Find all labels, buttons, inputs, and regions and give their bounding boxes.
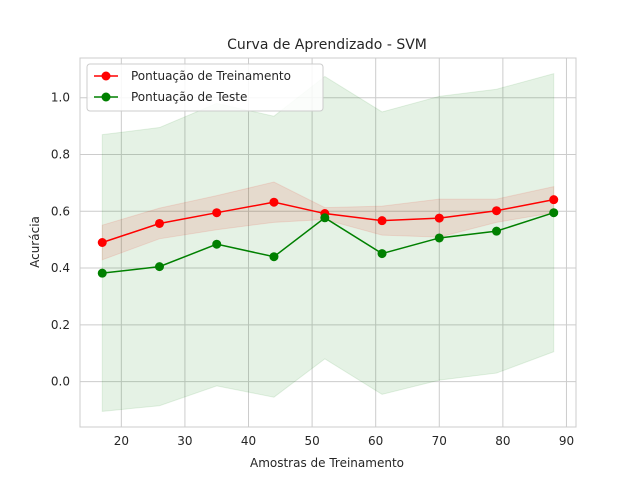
legend: Pontuação de Treinamento Pontuação de Tes… [86, 63, 324, 112]
band-series-1 [101, 72, 555, 412]
point-series-0 [549, 195, 559, 205]
y-tick-labels: 0.0 0.2 0.4 0.6 0.8 1.0 [51, 91, 70, 389]
legend-box [86, 63, 324, 112]
point-series-1 [549, 208, 559, 218]
x-axis-label: Amostras de Treinamento [250, 456, 404, 470]
point-series-0 [97, 238, 107, 247]
point-series-1 [269, 252, 279, 262]
chart-title: Curva de Aprendizado - SVM [227, 37, 427, 53]
x-tick-label: 30 [177, 434, 192, 448]
x-tick-label: 80 [495, 434, 510, 448]
point-series-0 [154, 218, 164, 228]
point-series-0 [212, 208, 222, 218]
y-tick-label: 1.0 [51, 91, 70, 105]
y-tick-label: 0.6 [51, 204, 70, 218]
point-series-1 [492, 226, 502, 236]
x-tick-label: 40 [241, 434, 256, 448]
x-tick-label: 20 [114, 434, 129, 448]
point-series-1 [212, 239, 222, 249]
point-series-1 [97, 268, 107, 278]
x-tick-label: 60 [368, 434, 383, 448]
point-series-0 [492, 206, 502, 216]
y-tick-label: 0.2 [51, 318, 70, 332]
y-tick-label: 0.0 [51, 375, 70, 389]
point-series-0 [269, 197, 279, 207]
plot-frame [79, 57, 577, 428]
y-axis-label: Acurácia [28, 216, 42, 268]
x-tick-label: 50 [304, 434, 319, 448]
x-tick-labels: 20 30 40 50 60 70 80 90 [114, 434, 574, 448]
point-series-0 [377, 216, 387, 226]
confidence-bands [101, 72, 555, 412]
legend-marker-1 [101, 92, 111, 102]
x-tick-label: 70 [432, 434, 447, 448]
legend-label-1: Pontuação de Teste [131, 90, 247, 104]
point-series-1 [154, 262, 164, 272]
legend-marker-0 [101, 71, 111, 81]
y-tick-label: 0.4 [51, 261, 70, 275]
legend-label-0: Pontuação de Treinamento [131, 69, 291, 83]
point-series-1 [377, 249, 387, 259]
point-series-0 [434, 213, 444, 223]
x-tick-label: 90 [559, 434, 574, 448]
series-points [97, 195, 559, 278]
y-tick-label: 0.8 [51, 148, 70, 162]
plot-area [80, 58, 576, 427]
point-series-1 [320, 213, 330, 223]
point-series-1 [434, 233, 444, 243]
